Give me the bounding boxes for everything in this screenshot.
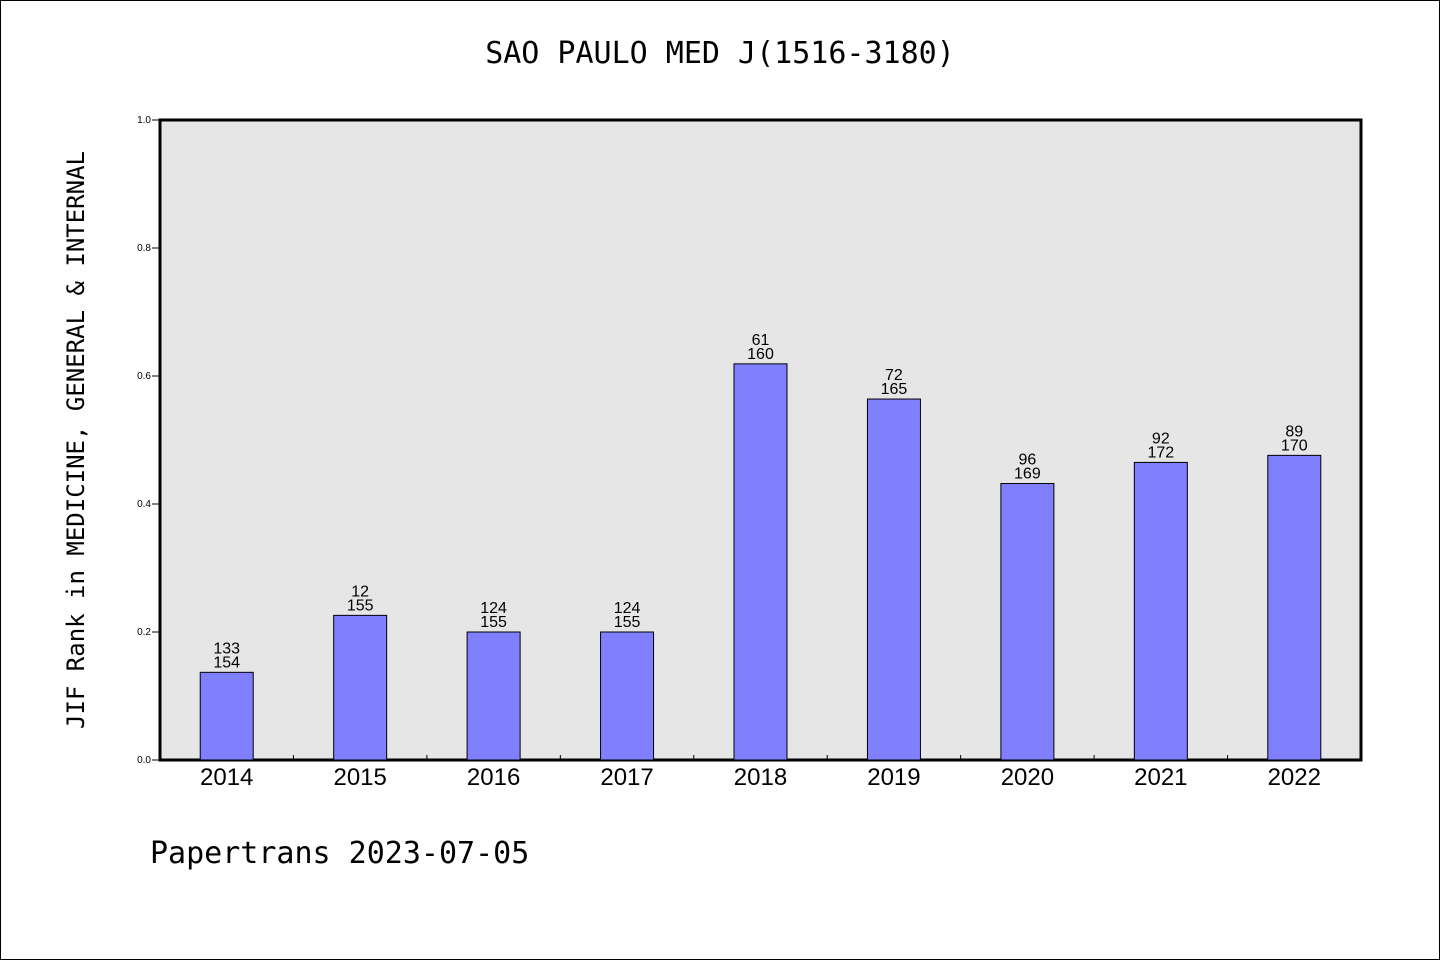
bar <box>333 614 388 761</box>
bar-total-label: 155 <box>480 614 507 631</box>
x-axis: 2014 2015 2016 2017 2018 2019 2020 2021 2022 <box>200 755 1321 791</box>
bar-total-label: 155 <box>347 597 374 614</box>
bar-total-label: 170 <box>1281 437 1308 454</box>
bar-total-label: 172 <box>1147 444 1174 461</box>
y-tick-label: 0.8 <box>137 243 151 254</box>
x-tick-label: 2021 <box>1134 764 1187 791</box>
bar-rank-label: 96 <box>1018 452 1036 469</box>
bar <box>600 631 655 761</box>
bar-series <box>199 363 1322 761</box>
x-tick-label: 2015 <box>333 764 386 791</box>
bar <box>1267 454 1322 761</box>
y-axis: 0.0 0.2 0.4 0.6 0.8 1.0 <box>137 115 160 766</box>
bar <box>1133 461 1188 761</box>
footer-credit: Papertrans 2023-07-05 <box>150 836 530 871</box>
bar-total-label: 160 <box>747 346 774 363</box>
bar-total-label: 165 <box>881 381 908 398</box>
bar-rank-label: 133 <box>213 640 240 657</box>
bar <box>866 398 921 761</box>
y-tick-label: 0.6 <box>137 371 151 382</box>
x-tick-label: 2022 <box>1268 764 1321 791</box>
bar <box>1000 483 1055 761</box>
bar-rank-label: 124 <box>614 600 641 617</box>
x-tick-label: 2014 <box>200 764 253 791</box>
bar-total-label: 155 <box>614 614 641 631</box>
bar <box>733 363 788 761</box>
bar-rank-label: 61 <box>752 332 770 349</box>
x-tick-label: 2016 <box>467 764 520 791</box>
bar-rank-label: 89 <box>1285 423 1303 440</box>
x-tick-label: 2019 <box>867 764 920 791</box>
x-tick-label: 2020 <box>1001 764 1054 791</box>
y-tick-label: 0.4 <box>137 499 151 510</box>
y-tick-label: 0.2 <box>137 627 151 638</box>
chart-title: SAO PAULO MED J(1516-3180) <box>485 36 955 71</box>
bar <box>466 631 521 761</box>
bar-total-label: 169 <box>1014 466 1041 483</box>
y-tick-label: 0.0 <box>137 755 151 766</box>
x-tick-label: 2018 <box>734 764 787 791</box>
bar-rank-label: 92 <box>1152 430 1170 447</box>
bar-rank-label: 12 <box>351 583 369 600</box>
bar-total-label: 154 <box>213 654 240 671</box>
bar-rank-label: 124 <box>480 600 507 617</box>
bar-rank-label: 72 <box>885 367 903 384</box>
y-tick-label: 1.0 <box>137 115 151 126</box>
x-tick-label: 2017 <box>600 764 653 791</box>
bar <box>199 671 254 761</box>
